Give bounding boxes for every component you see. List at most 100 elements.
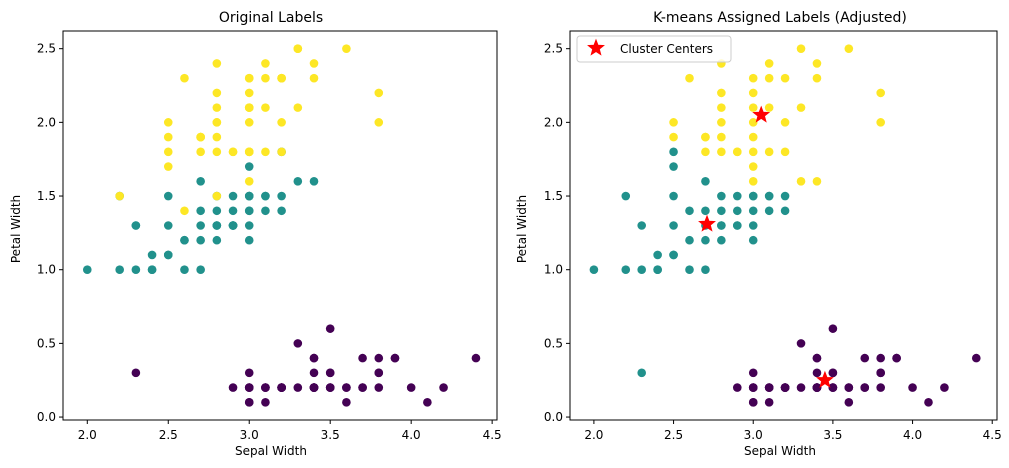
x-tick-label: 3.0 bbox=[744, 428, 763, 442]
data-point-virginica bbox=[780, 118, 790, 127]
data-point-virginica bbox=[180, 73, 189, 83]
data-point-versicolor bbox=[748, 206, 758, 216]
data-point-versicolor bbox=[244, 162, 254, 171]
data-point-virginica bbox=[780, 147, 790, 157]
legend: Cluster Centers bbox=[576, 35, 732, 63]
data-point-versicolor bbox=[653, 265, 662, 275]
left-plot-frame bbox=[62, 30, 498, 421]
data-point-virginica bbox=[732, 147, 742, 157]
data-point-virginica bbox=[876, 88, 885, 98]
data-point-virginica bbox=[163, 132, 173, 142]
data-point-versicolor bbox=[764, 206, 774, 216]
data-point-virginica bbox=[796, 44, 806, 53]
data-point-virginica bbox=[293, 44, 303, 53]
data-point-versicolor bbox=[732, 191, 742, 201]
data-point-virginica bbox=[780, 73, 790, 83]
data-point-versicolor bbox=[685, 235, 694, 245]
data-point-setosa bbox=[293, 339, 303, 348]
right-centers-group bbox=[698, 105, 834, 388]
data-point-virginica bbox=[196, 147, 205, 157]
data-point-versicolor bbox=[685, 206, 694, 216]
left-scatter-panel: Original Labels Sepal Width Petal Width … bbox=[9, 10, 502, 458]
data-point-setosa bbox=[244, 383, 254, 392]
data-point-setosa bbox=[325, 383, 335, 392]
data-point-virginica bbox=[228, 147, 238, 157]
x-tick-label: 2.5 bbox=[664, 428, 683, 442]
data-point-setosa bbox=[439, 383, 448, 392]
data-point-virginica bbox=[764, 103, 774, 112]
data-point-setosa bbox=[812, 383, 822, 392]
data-point-versicolor bbox=[261, 191, 270, 201]
data-point-setosa bbox=[423, 398, 432, 407]
x-tick-label: 2.5 bbox=[159, 428, 178, 442]
y-tick-label: 1.5 bbox=[544, 189, 563, 203]
data-point-versicolor bbox=[228, 221, 238, 230]
data-point-versicolor bbox=[115, 265, 124, 275]
data-point-setosa bbox=[780, 383, 790, 392]
data-point-setosa bbox=[796, 339, 806, 348]
x-tick-label: 4.5 bbox=[983, 428, 1002, 442]
y-tick-label: 0.0 bbox=[544, 410, 563, 424]
data-point-setosa bbox=[390, 353, 400, 363]
data-point-setosa bbox=[325, 368, 335, 378]
y-tick-label: 0.5 bbox=[544, 336, 563, 350]
data-point-virginica bbox=[212, 191, 222, 201]
legend-box bbox=[576, 35, 732, 63]
x-tick-label: 2.0 bbox=[78, 428, 97, 442]
data-point-setosa bbox=[342, 383, 351, 392]
data-point-virginica bbox=[244, 147, 254, 157]
data-point-versicolor bbox=[196, 265, 205, 275]
data-point-setosa bbox=[828, 324, 838, 333]
y-tick-label: 0.0 bbox=[37, 410, 56, 424]
data-point-versicolor bbox=[764, 191, 774, 201]
data-point-setosa bbox=[228, 383, 238, 392]
data-point-setosa bbox=[261, 398, 270, 407]
data-point-versicolor bbox=[748, 221, 758, 230]
data-point-versicolor bbox=[277, 191, 286, 201]
data-point-virginica bbox=[374, 118, 384, 127]
data-point-versicolor bbox=[701, 265, 710, 275]
data-point-virginica bbox=[669, 132, 678, 142]
data-point-versicolor bbox=[780, 191, 790, 201]
data-point-versicolor bbox=[244, 191, 254, 201]
data-point-setosa bbox=[406, 383, 416, 392]
data-point-virginica bbox=[764, 59, 774, 68]
data-point-versicolor bbox=[669, 147, 678, 157]
data-point-versicolor bbox=[637, 221, 646, 230]
right-plot-frame bbox=[569, 30, 998, 421]
data-point-versicolor bbox=[701, 235, 710, 245]
data-point-versicolor bbox=[196, 206, 205, 216]
data-point-versicolor bbox=[717, 235, 726, 245]
left-x-axis-label: Sepal Width bbox=[235, 444, 307, 458]
data-point-virginica bbox=[764, 73, 774, 83]
data-point-versicolor bbox=[196, 235, 205, 245]
data-point-virginica bbox=[212, 103, 222, 112]
data-point-setosa bbox=[309, 353, 319, 363]
data-point-virginica bbox=[261, 59, 270, 68]
data-point-virginica bbox=[196, 132, 205, 142]
data-point-setosa bbox=[374, 383, 384, 392]
data-point-setosa bbox=[244, 368, 254, 378]
data-point-virginica bbox=[309, 73, 319, 83]
data-point-virginica bbox=[876, 118, 885, 127]
data-point-virginica bbox=[812, 177, 822, 186]
data-point-setosa bbox=[940, 383, 949, 392]
data-point-virginica bbox=[212, 118, 222, 127]
right-y-axis-label: Petal Width bbox=[515, 195, 529, 263]
data-point-setosa bbox=[908, 383, 917, 392]
y-tick-label: 2.5 bbox=[544, 42, 563, 56]
data-point-virginica bbox=[748, 73, 758, 83]
data-point-versicolor bbox=[212, 206, 222, 216]
data-point-setosa bbox=[325, 324, 335, 333]
data-point-virginica bbox=[212, 147, 222, 157]
data-point-versicolor bbox=[163, 250, 173, 260]
data-point-virginica bbox=[163, 118, 173, 127]
data-point-virginica bbox=[261, 147, 270, 157]
data-point-setosa bbox=[812, 368, 822, 378]
data-point-versicolor bbox=[732, 221, 742, 230]
x-tick-label: 3.0 bbox=[240, 428, 259, 442]
data-point-virginica bbox=[701, 132, 710, 142]
data-point-versicolor bbox=[621, 265, 631, 275]
data-point-virginica bbox=[115, 191, 124, 201]
